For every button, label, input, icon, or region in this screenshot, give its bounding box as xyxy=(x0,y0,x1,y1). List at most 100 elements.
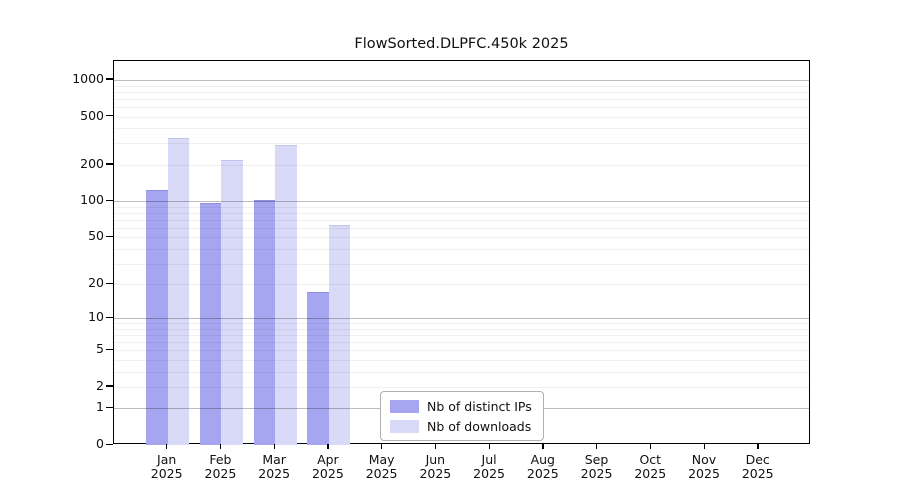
x-tick-mark xyxy=(703,444,705,449)
chart-title: FlowSorted.DLPFC.450k 2025 xyxy=(354,36,569,52)
legend-label-distinct-ips: Nb of distinct IPs xyxy=(427,399,532,414)
legend-label-downloads: Nb of downloads xyxy=(427,419,532,434)
major-gridline xyxy=(114,318,809,320)
minor-gridline xyxy=(114,128,809,130)
minor-gridline xyxy=(114,342,809,344)
x-tick-mark xyxy=(542,444,544,449)
x-tick-year: 2025 xyxy=(473,465,505,481)
minor-gridline xyxy=(114,350,809,352)
y-tick-label: 20 xyxy=(88,275,104,291)
y-tick-label: 10 xyxy=(88,309,104,325)
y-tick-mark xyxy=(106,235,113,238)
y-tick-mark xyxy=(106,163,113,165)
x-tick-label: Aug 2025 xyxy=(515,453,571,480)
x-tick-year: 2025 xyxy=(580,465,613,481)
x-tick-label: Sep 2025 xyxy=(569,453,625,480)
y-tick-mark xyxy=(106,282,113,284)
y-tick-mark xyxy=(106,385,113,387)
y-tick-mark xyxy=(106,443,113,445)
x-tick-year: 2025 xyxy=(419,465,452,481)
bar-downloads xyxy=(328,225,351,445)
x-tick-year: 2025 xyxy=(204,465,237,481)
x-tick-mark xyxy=(434,444,437,449)
x-tick-mark xyxy=(649,444,652,449)
x-tick-year: 2025 xyxy=(526,465,559,481)
minor-gridline xyxy=(114,116,809,118)
x-tick-year: 2025 xyxy=(311,465,344,481)
x-tick-year: 2025 xyxy=(365,465,398,481)
bar-downloads xyxy=(221,160,243,445)
x-tick-label: Nov 2025 xyxy=(676,453,732,480)
x-tick-label: Oct 2025 xyxy=(622,453,678,480)
y-tick-mark xyxy=(106,348,113,351)
bar-downloads xyxy=(167,138,190,445)
minor-gridline xyxy=(114,219,809,221)
x-tick-mark xyxy=(219,444,222,449)
legend-item-distinct-ips: Nb of distinct IPs xyxy=(390,398,534,415)
x-tick-label: Apr 2025 xyxy=(300,453,356,480)
y-tick-label: 1 xyxy=(96,399,104,415)
x-tick-mark xyxy=(596,444,598,449)
y-tick-mark xyxy=(106,115,113,117)
y-tick-mark xyxy=(106,406,113,409)
x-tick-mark xyxy=(488,444,490,449)
y-tick-label: 2 xyxy=(96,377,104,393)
minor-gridline xyxy=(114,212,809,214)
minor-gridline xyxy=(114,263,809,265)
legend: Nb of distinct IPs Nb of downloads xyxy=(380,391,544,441)
x-tick-label: Jul 2025 xyxy=(461,453,517,480)
minor-gridline xyxy=(114,386,809,388)
minor-gridline xyxy=(114,206,809,208)
minor-gridline xyxy=(114,371,809,373)
minor-gridline xyxy=(114,284,809,286)
x-tick-label: Mar 2025 xyxy=(246,453,302,480)
minor-gridline xyxy=(114,164,809,166)
y-tick-label: 200 xyxy=(80,155,104,171)
x-tick-year: 2025 xyxy=(741,465,774,481)
x-tick-label: Feb 2025 xyxy=(192,453,248,480)
plot-area xyxy=(113,60,810,445)
x-tick-label: May 2025 xyxy=(354,453,410,480)
bar-distinct-ips xyxy=(253,199,276,445)
y-tick-label: 0 xyxy=(96,436,104,451)
y-tick-label: 1000 xyxy=(72,70,104,86)
legend-swatch-downloads xyxy=(390,420,419,433)
major-gridline xyxy=(114,79,809,81)
bar-distinct-ips xyxy=(199,202,222,445)
minor-gridline xyxy=(114,248,809,250)
minor-gridline xyxy=(114,143,809,145)
bar-downloads xyxy=(275,145,297,445)
y-tick-mark xyxy=(106,316,113,319)
minor-gridline xyxy=(114,335,809,337)
minor-gridline xyxy=(114,106,809,108)
x-tick-year: 2025 xyxy=(688,465,720,481)
minor-gridline xyxy=(114,91,809,93)
x-tick-label: Jan 2025 xyxy=(139,453,195,480)
minor-gridline xyxy=(114,227,809,229)
minor-gridline xyxy=(114,98,809,100)
x-tick-mark xyxy=(166,444,168,449)
x-tick-mark xyxy=(273,444,275,449)
y-tick-label: 100 xyxy=(80,192,104,208)
x-tick-year: 2025 xyxy=(258,465,291,481)
x-tick-mark xyxy=(757,444,759,449)
x-tick-label: Dec 2025 xyxy=(730,453,786,480)
minor-gridline xyxy=(114,328,809,330)
minor-gridline xyxy=(114,323,809,325)
x-tick-mark xyxy=(381,444,383,449)
minor-gridline xyxy=(114,237,809,239)
x-tick-year: 2025 xyxy=(150,465,183,481)
x-tick-year: 2025 xyxy=(634,465,667,481)
legend-item-downloads: Nb of downloads xyxy=(390,418,534,435)
y-tick-mark xyxy=(106,78,113,80)
bar-distinct-ips xyxy=(307,292,329,445)
bar-distinct-ips xyxy=(146,189,168,445)
x-tick-label: Jun 2025 xyxy=(407,453,463,480)
minor-gridline xyxy=(114,359,809,361)
y-tick-label: 50 xyxy=(88,228,104,244)
y-tick-mark xyxy=(106,199,113,201)
minor-gridline xyxy=(114,85,809,87)
x-tick-mark xyxy=(327,444,329,449)
major-gridline xyxy=(114,201,809,203)
